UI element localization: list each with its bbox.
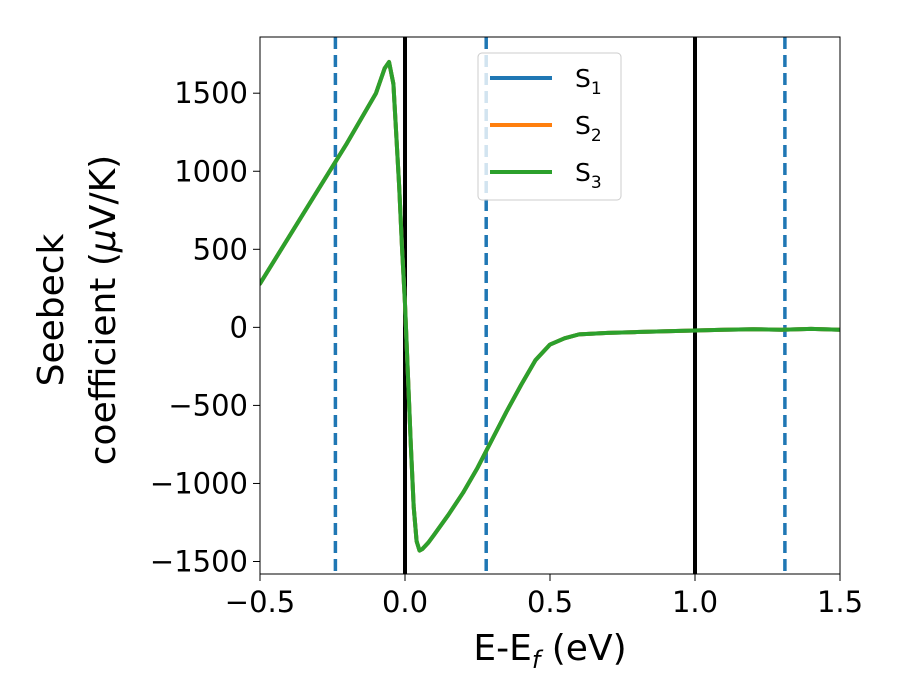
x-tick-label: 1.0 bbox=[672, 585, 718, 619]
x-axis-title-main: E-E bbox=[473, 628, 531, 669]
x-axis-title: E-Ef (eV) bbox=[473, 628, 626, 674]
y-tick-label: 1000 bbox=[174, 154, 248, 188]
y-axis: −1500 −1000 −500 0 500 1000 1500 bbox=[150, 76, 260, 579]
x-axis: −0.5 0.0 0.5 1.0 1.5 bbox=[225, 574, 863, 619]
legend-label-1: S1 bbox=[575, 64, 602, 99]
x-tick-label: 1.5 bbox=[817, 585, 863, 619]
y-axis-title-unit: V/K) bbox=[83, 155, 124, 229]
legend-label-2: S2 bbox=[575, 111, 602, 146]
y-tick-label: 500 bbox=[193, 232, 248, 266]
x-tick-label: 0.5 bbox=[527, 585, 573, 619]
y-axis-title: Seebeck coefficient (μV/K) bbox=[31, 155, 124, 465]
x-tick-label: 0.0 bbox=[382, 585, 428, 619]
y-axis-title-main: coefficient ( bbox=[83, 252, 124, 465]
y-tick-label: −1000 bbox=[150, 466, 248, 500]
series-layer bbox=[260, 59, 840, 553]
x-axis-title-unit: (eV) bbox=[540, 628, 626, 669]
y-axis-title-line1: Seebeck bbox=[31, 233, 72, 386]
y-tick-label: −1500 bbox=[150, 545, 248, 579]
y-axis-title-mu: μ bbox=[83, 229, 124, 253]
y-tick-label: 1500 bbox=[174, 76, 248, 110]
y-tick-label: −500 bbox=[168, 388, 248, 422]
y-axis-title-line2: coefficient (μV/K) bbox=[83, 155, 124, 465]
legend-label-3: S3 bbox=[575, 158, 602, 193]
legend: S1 S2 S3 bbox=[477, 52, 622, 201]
y-tick-label: 0 bbox=[230, 310, 248, 344]
series-line-3 bbox=[260, 59, 840, 553]
x-tick-label: −0.5 bbox=[225, 585, 295, 619]
